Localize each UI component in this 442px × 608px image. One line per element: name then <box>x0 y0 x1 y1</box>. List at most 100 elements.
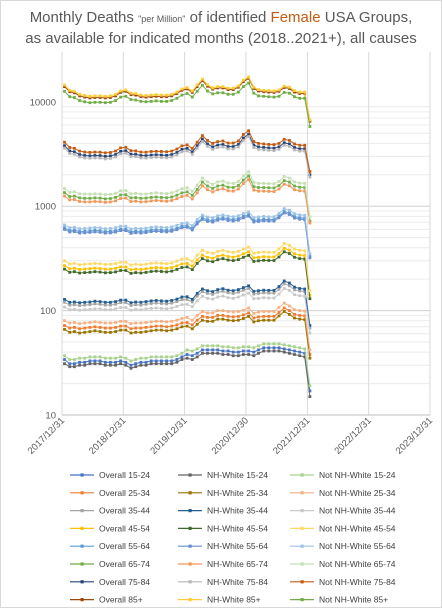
data-point <box>211 319 215 323</box>
data-point <box>160 355 163 359</box>
data-point <box>257 182 260 185</box>
data-point <box>129 322 133 325</box>
chart-title: Monthly Deaths "per Million" of identifi… <box>0 8 442 48</box>
data-point <box>160 95 163 99</box>
legend-entry: Not NH-White 25-34 <box>290 488 396 498</box>
data-point <box>195 262 199 265</box>
data-point <box>124 145 128 149</box>
data-point <box>103 151 107 155</box>
data-point <box>78 301 81 305</box>
data-point <box>124 269 128 272</box>
data-point <box>267 289 271 292</box>
data-point <box>226 219 230 222</box>
data-point <box>211 216 215 220</box>
data-point <box>109 330 112 334</box>
data-point <box>242 293 245 297</box>
data-point <box>139 303 143 307</box>
data-point <box>180 325 184 329</box>
data-point <box>134 307 138 311</box>
data-point <box>252 140 256 143</box>
data-point <box>78 271 81 275</box>
data-point <box>303 186 307 189</box>
x-tick-label: 2018/12/31 <box>87 415 128 456</box>
data-point <box>134 267 138 271</box>
data-point <box>262 342 266 346</box>
data-point <box>303 143 307 147</box>
data-point <box>103 263 107 266</box>
data-point <box>170 269 174 273</box>
data-point <box>139 200 143 204</box>
legend-marker <box>80 473 84 477</box>
data-point <box>272 89 276 93</box>
data-point <box>282 310 286 313</box>
data-point <box>257 310 260 314</box>
data-point <box>109 192 112 196</box>
data-point <box>247 353 250 356</box>
data-point <box>165 302 168 306</box>
data-point <box>124 260 128 264</box>
data-point <box>119 301 122 305</box>
data-point <box>195 83 199 87</box>
legend-marker <box>188 562 192 566</box>
data-point <box>63 354 66 358</box>
data-point <box>201 253 204 257</box>
data-point <box>272 289 276 292</box>
data-point <box>282 91 286 94</box>
data-point <box>134 300 138 304</box>
data-point <box>185 149 189 153</box>
data-point <box>252 251 256 255</box>
data-point <box>129 91 133 95</box>
data-point <box>129 363 133 367</box>
data-point <box>247 291 250 295</box>
legend-label: Overall 65-74 <box>99 559 150 569</box>
data-point <box>78 231 81 235</box>
data-point <box>63 191 66 194</box>
data-point <box>139 93 143 97</box>
data-point <box>252 289 256 293</box>
data-point <box>211 86 215 90</box>
data-point <box>63 324 66 327</box>
data-point <box>272 342 276 346</box>
data-point <box>190 298 194 301</box>
data-point <box>180 355 184 359</box>
data-point <box>272 215 276 219</box>
legend-label: NH-White 45-54 <box>207 523 268 533</box>
legend-marker <box>300 598 304 602</box>
data-point <box>257 344 260 348</box>
data-point <box>195 183 199 187</box>
legend-marker <box>300 544 304 548</box>
data-point <box>160 319 163 323</box>
data-point <box>190 150 194 154</box>
data-point <box>303 294 307 298</box>
data-point <box>73 362 76 366</box>
data-point <box>293 247 296 251</box>
data-point <box>303 249 307 253</box>
data-point <box>216 351 220 355</box>
legend-entry: Not NH-White 55-64 <box>290 541 396 551</box>
data-point <box>257 255 260 259</box>
legend-label: Overall 25-34 <box>99 488 150 498</box>
data-point <box>195 218 199 221</box>
data-point <box>68 321 72 325</box>
data-point <box>124 298 128 302</box>
data-point <box>298 354 302 358</box>
data-point <box>83 326 87 330</box>
data-point <box>277 285 281 288</box>
data-point <box>170 92 174 96</box>
data-point <box>154 229 158 233</box>
data-point <box>109 271 112 274</box>
data-point <box>221 349 225 353</box>
data-point <box>88 94 92 98</box>
data-point <box>124 88 128 92</box>
data-point <box>242 308 245 312</box>
data-point <box>63 144 66 148</box>
data-point <box>242 317 245 320</box>
data-point <box>242 212 245 215</box>
data-point <box>226 291 230 295</box>
data-point <box>252 354 256 358</box>
data-point <box>149 355 153 359</box>
data-point <box>226 288 230 292</box>
data-point <box>149 270 153 273</box>
data-point <box>103 96 107 100</box>
data-point <box>298 181 302 185</box>
